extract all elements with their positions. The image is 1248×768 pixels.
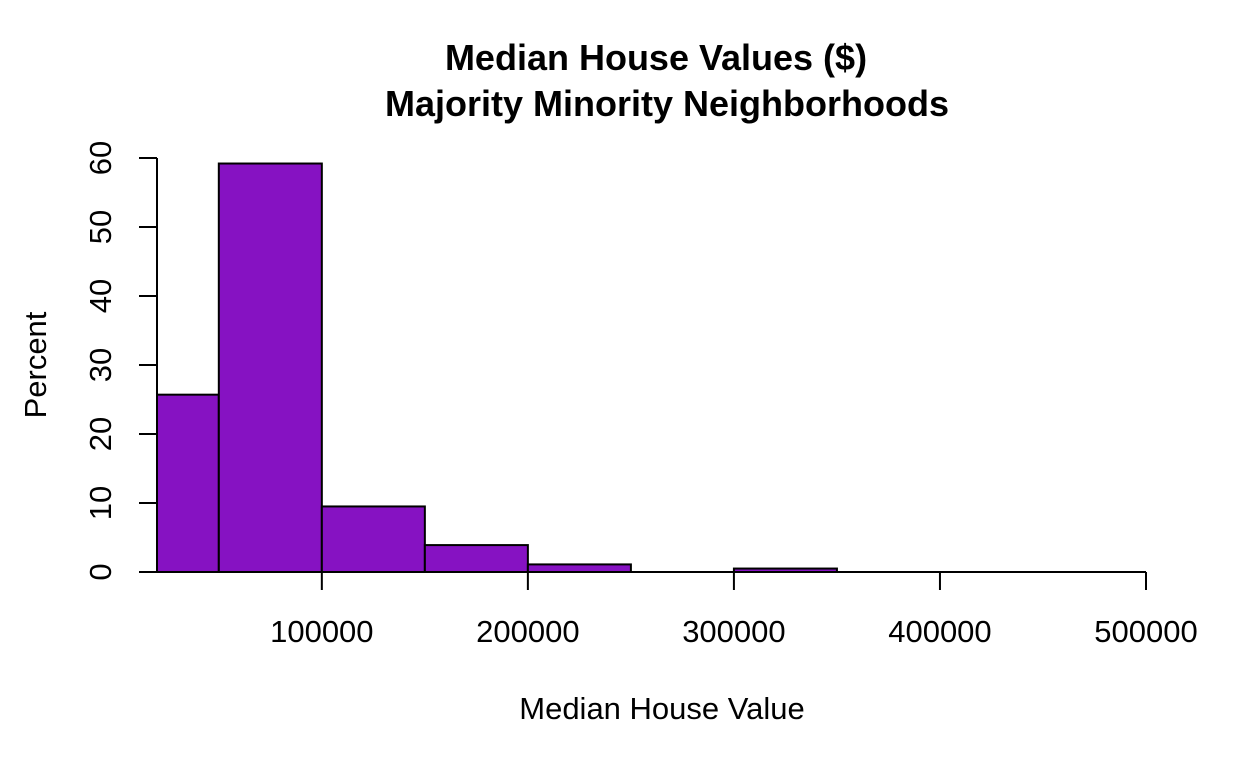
histogram-bar-0 [156, 393, 220, 574]
y-tick-label: 40 [83, 279, 118, 313]
x-tick-label: 400000 [888, 614, 991, 649]
x-tick-label: 200000 [476, 614, 579, 649]
y-tick-label: 20 [83, 417, 118, 451]
y-axis: 0 10 20 30 40 50 60 [83, 141, 158, 581]
y-tick-label: 50 [83, 210, 118, 244]
histogram-bar-2 [320, 505, 426, 574]
y-tick-label: 60 [83, 141, 118, 175]
x-tick-label: 100000 [270, 614, 373, 649]
histogram-bar-3 [423, 544, 529, 574]
y-axis-title: Percent [18, 311, 53, 418]
x-axis-title: Median House Value [519, 691, 805, 726]
x-tick-label: 300000 [682, 614, 785, 649]
x-axis: 100000 200000 300000 400000 500000 [270, 571, 1198, 649]
histogram-bars [156, 162, 838, 574]
chart-subtitle: Majority Minority Neighborhoods [385, 83, 949, 124]
y-tick-label: 10 [83, 486, 118, 520]
chart-title: Median House Values ($) [445, 37, 867, 78]
y-tick-label: 30 [83, 348, 118, 382]
x-tick-label: 500000 [1094, 614, 1197, 649]
histogram-bar-4 [526, 563, 632, 573]
y-tick-label: 0 [83, 563, 118, 580]
histogram-bar-1 [217, 162, 323, 574]
